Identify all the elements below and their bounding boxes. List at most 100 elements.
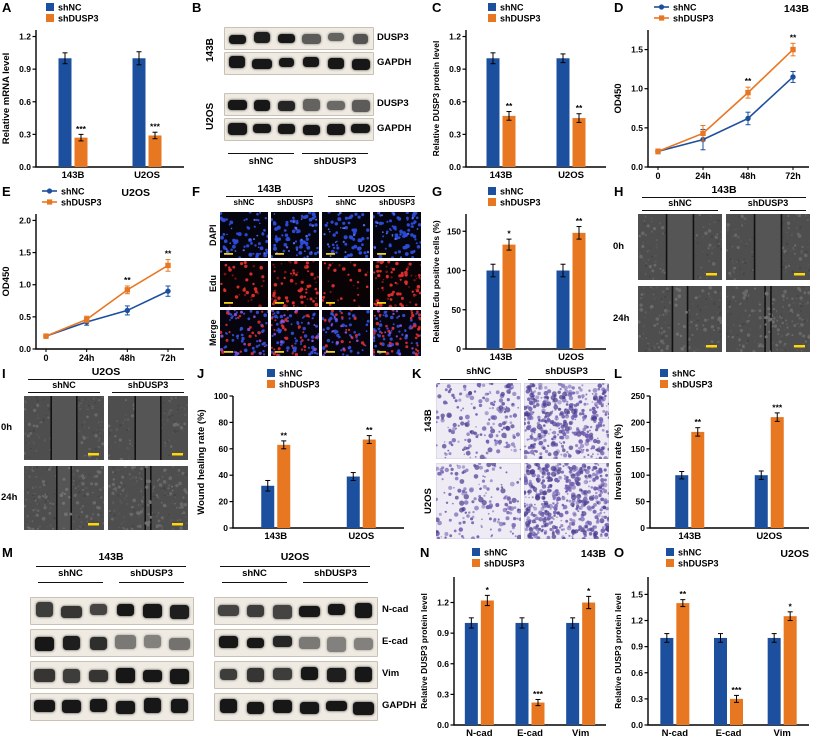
cell-dot: [223, 272, 227, 276]
cell-dot: [51, 502, 55, 506]
cell-dot: [356, 281, 360, 284]
cell-dot: [798, 288, 802, 291]
x-category-label: U2OS: [348, 531, 374, 542]
cell-dot: [589, 425, 593, 429]
cell-dot: [556, 502, 559, 505]
cell-dot: [505, 508, 508, 511]
cell-dot: [259, 246, 264, 251]
cell-dot: [463, 453, 466, 456]
cell-dot: [583, 424, 588, 430]
cell-dot: [567, 453, 570, 455]
y-axis-label: OD450: [613, 83, 624, 113]
cell-dot: [342, 227, 344, 229]
cell-dot: [183, 488, 187, 492]
cell-dot: [401, 333, 404, 336]
cell-dot: [564, 510, 569, 515]
cell-dot: [264, 217, 267, 220]
cell-dot: [288, 261, 290, 263]
cell-dot: [560, 519, 563, 522]
cell-dot: [406, 216, 409, 220]
cell-dot: [274, 237, 279, 242]
cell-dot: [475, 451, 478, 454]
cell-dot: [187, 404, 188, 406]
cell-dot: [161, 528, 164, 530]
cell-dot: [49, 502, 52, 505]
cell-dot: [551, 419, 554, 422]
cell-dot: [131, 414, 135, 418]
cell-dot: [566, 410, 571, 415]
cell-dot: [375, 299, 380, 303]
cell-dot: [699, 276, 702, 279]
micrograph: [271, 212, 319, 258]
blot-row: [214, 597, 378, 625]
blot-band: [302, 124, 320, 135]
cell-dot: [223, 239, 228, 243]
cell-dot: [262, 279, 265, 283]
cell-dot: [597, 421, 603, 426]
cell-dot: [279, 340, 283, 344]
bar: [74, 137, 88, 167]
cell-dot: [454, 399, 458, 403]
bar: [531, 702, 545, 725]
cell-dot: [557, 407, 561, 411]
cell-dot: [229, 319, 231, 321]
cell-dot: [457, 465, 461, 469]
legend-swatch: [660, 369, 668, 377]
cell-dot: [572, 511, 577, 516]
bar-chart-edu-positive: 0 50 100 150 Relative Edu positive cells (%)…: [430, 184, 612, 365]
cell-dot: [273, 270, 276, 273]
cell-dot: [176, 423, 180, 427]
cell-dot: [779, 315, 782, 318]
cell-dot: [293, 346, 297, 350]
cell-dot: [452, 426, 457, 431]
cell-dot: [235, 335, 238, 338]
cell-dot: [543, 424, 546, 427]
blot-row: [30, 693, 194, 721]
blot-band: [169, 605, 190, 619]
cell-dot: [397, 250, 401, 254]
cell-dot: [557, 383, 562, 386]
cell-dot: [399, 233, 402, 236]
cell-dot: [540, 481, 544, 485]
cell-dot: [543, 429, 548, 435]
cell-dot: [584, 525, 589, 529]
cell-dot: [158, 478, 161, 481]
cell-dot: [342, 221, 346, 225]
blot-band: [272, 699, 292, 714]
x-category-label: 143B: [62, 170, 85, 181]
cell-dot: [459, 500, 465, 506]
cell-dot: [169, 445, 173, 448]
cell-dot: [349, 215, 353, 219]
timepoint-label: 24h: [1, 492, 18, 503]
cell-dot: [238, 293, 241, 296]
cell-dot: [563, 474, 566, 477]
cell-dot: [487, 447, 493, 453]
label: 1.0: [19, 280, 31, 290]
cell-dot: [299, 245, 303, 249]
panel-letter: K: [412, 366, 422, 381]
cell-dot: [530, 504, 533, 507]
cell-dot: [305, 291, 308, 294]
cell-dot: [543, 390, 549, 396]
wound-image: [726, 214, 810, 280]
cell-dot: [484, 476, 486, 478]
cell-dot: [399, 278, 402, 281]
cell-dot: [36, 527, 40, 530]
stain-row-label: Merge: [208, 319, 218, 347]
cell-dot: [140, 499, 144, 502]
cell-dot: [111, 482, 116, 487]
cell-dot: [462, 407, 465, 410]
cell-dot: [353, 316, 357, 320]
cell-dot: [347, 221, 351, 225]
cell-dot: [638, 234, 641, 238]
axes: [35, 214, 184, 350]
cell-dot: [544, 411, 551, 418]
significance: ***: [533, 689, 544, 699]
cell-dot: [303, 345, 307, 349]
cell-dot: [305, 314, 308, 317]
cell-dot: [551, 516, 554, 519]
cell-dot: [153, 485, 156, 488]
cell-dot: [527, 489, 532, 494]
cell-dot: [568, 534, 571, 537]
